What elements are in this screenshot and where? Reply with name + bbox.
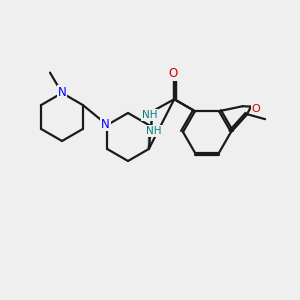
Text: NH: NH (142, 110, 158, 120)
Text: O: O (169, 67, 178, 80)
Text: O: O (169, 67, 178, 80)
Text: N: N (58, 85, 66, 98)
Text: N: N (101, 118, 110, 130)
Text: O: O (252, 103, 260, 114)
Text: N: N (58, 85, 66, 98)
Text: NH: NH (146, 126, 161, 136)
Text: N: N (101, 118, 110, 130)
Text: O: O (252, 103, 260, 114)
